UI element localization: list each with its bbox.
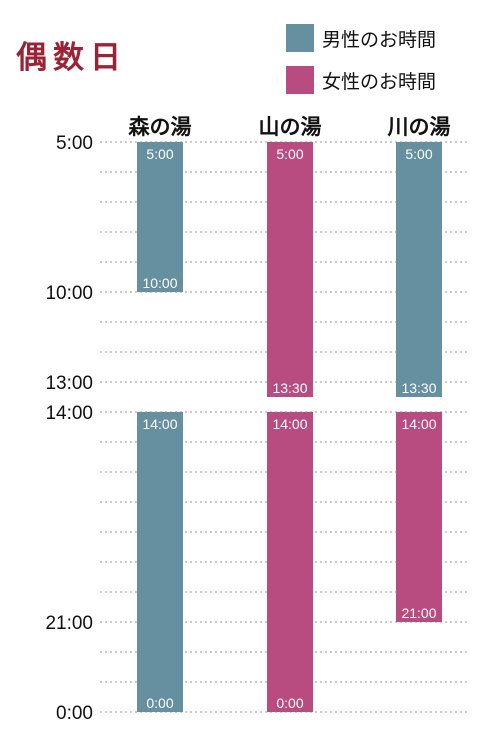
y-tick-label: 0:00	[56, 703, 93, 724]
legend-swatch-female	[286, 66, 314, 94]
category-label: 山の湯	[259, 115, 322, 139]
bar-start-label: 14:00	[401, 416, 436, 432]
bar-end-label: 10:00	[142, 275, 177, 291]
legend: 男性のお時間 女性のお時間	[286, 24, 436, 94]
bar-start-label: 5:00	[276, 146, 303, 162]
bar-end-label: 21:00	[401, 605, 436, 621]
time-bar	[267, 412, 313, 712]
bar-end-label: 13:30	[401, 380, 436, 396]
legend-item-female: 女性のお時間	[286, 66, 436, 94]
time-bar	[137, 142, 183, 292]
y-tick-label: 10:00	[45, 283, 93, 304]
bar-end-label: 13:30	[272, 380, 307, 396]
y-tick-label: 13:00	[45, 373, 93, 394]
bar-end-label: 0:00	[276, 695, 303, 711]
legend-label-male: 男性のお時間	[322, 28, 437, 51]
y-tick-label: 21:00	[45, 613, 93, 634]
time-bar	[396, 142, 442, 397]
bar-start-label: 14:00	[272, 416, 307, 432]
bar-end-label: 0:00	[146, 695, 173, 711]
bar-start-label: 5:00	[405, 146, 432, 162]
y-tick-label: 14:00	[45, 403, 93, 424]
bar-start-label: 5:00	[146, 146, 173, 162]
time-bar	[267, 142, 313, 397]
legend-item-male: 男性のお時間	[286, 24, 436, 52]
time-bar	[396, 412, 442, 622]
y-tick-label: 5:00	[56, 133, 93, 154]
time-bar	[137, 412, 183, 712]
page-title: 偶数日	[16, 40, 127, 76]
bar-start-label: 14:00	[142, 416, 177, 432]
legend-swatch-male	[286, 24, 314, 52]
category-label: 川の湯	[387, 115, 451, 139]
category-label: 森の湯	[129, 115, 192, 139]
legend-label-female: 女性のお時間	[322, 70, 437, 93]
